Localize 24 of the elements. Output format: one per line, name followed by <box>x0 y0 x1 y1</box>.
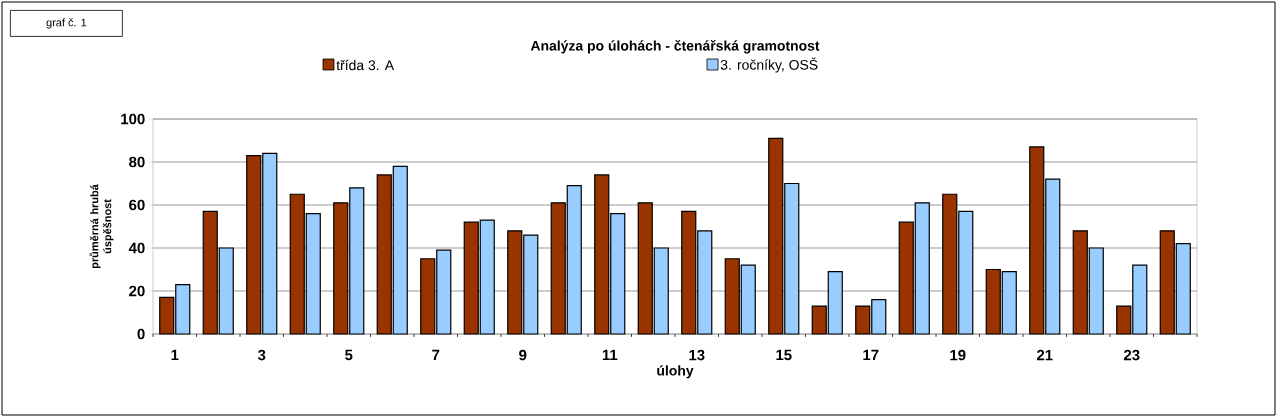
y-tick-label: 60 <box>129 199 145 211</box>
x-axis-title: úlohy <box>657 365 694 379</box>
x-tick-label: 3 <box>257 349 266 361</box>
x-tick-label: 5 <box>345 349 353 361</box>
y-tick-label: 20 <box>129 285 145 297</box>
y-tick-label: 100 <box>121 113 145 125</box>
x-tick-label: 17 <box>863 349 879 361</box>
x-tick-label: 15 <box>776 349 792 361</box>
y-axis-title: průměrná hrubá úspěšnost <box>89 184 114 269</box>
x-tick-label: 19 <box>950 349 966 361</box>
legend-label: 3. ročníky, OSŠ <box>720 57 818 73</box>
x-tick-label: 23 <box>1123 349 1140 361</box>
y-tick-label: 80 <box>129 156 145 168</box>
y-tick-label: 0 <box>137 328 145 340</box>
legend-label: třída 3. A <box>336 59 395 71</box>
x-tick-label: 1 <box>171 349 179 361</box>
x-tick-label: 21 <box>1036 349 1053 361</box>
x-tick-label: 11 <box>602 349 618 361</box>
chart-title: Analýza po úlohách - čtenářská gramotnost <box>530 40 820 54</box>
x-tick-label: 7 <box>432 349 440 361</box>
y-tick-label: 40 <box>128 242 145 254</box>
x-tick-label: 13 <box>689 349 705 361</box>
x-tick-label: 9 <box>519 349 527 361</box>
text: graf č. 1 <box>46 18 87 29</box>
